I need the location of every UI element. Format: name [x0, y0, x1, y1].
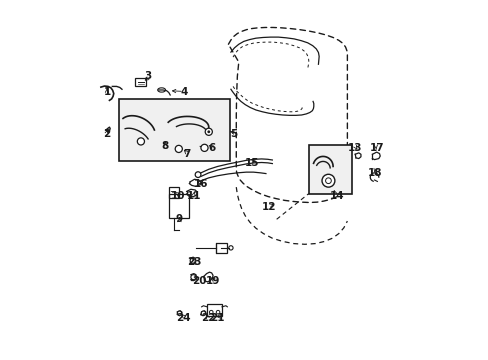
- Text: 16: 16: [193, 179, 208, 189]
- Text: 10: 10: [171, 191, 185, 201]
- Text: 3: 3: [144, 71, 151, 81]
- Circle shape: [205, 128, 212, 135]
- Bar: [168, 187, 179, 198]
- Circle shape: [137, 138, 144, 145]
- Text: 15: 15: [244, 158, 258, 168]
- Circle shape: [177, 311, 181, 315]
- Circle shape: [325, 178, 331, 184]
- Bar: [216, 243, 226, 253]
- Circle shape: [190, 258, 195, 263]
- Text: 19: 19: [205, 276, 220, 286]
- Text: 4: 4: [180, 87, 187, 98]
- Text: 23: 23: [187, 257, 202, 267]
- Circle shape: [195, 172, 201, 177]
- Text: 12: 12: [262, 202, 276, 212]
- Text: 5: 5: [230, 129, 237, 139]
- Text: 21: 21: [210, 312, 224, 323]
- Text: 9: 9: [176, 214, 183, 224]
- Bar: [135, 78, 145, 86]
- Circle shape: [190, 275, 196, 280]
- Text: 2: 2: [103, 129, 110, 139]
- Text: 13: 13: [347, 143, 362, 153]
- Circle shape: [201, 144, 207, 152]
- Circle shape: [175, 145, 182, 153]
- Text: 20: 20: [192, 276, 207, 286]
- Text: 6: 6: [207, 143, 215, 153]
- Text: 17: 17: [368, 143, 383, 153]
- Bar: [308, 145, 351, 194]
- Circle shape: [322, 174, 334, 187]
- Bar: [206, 304, 222, 316]
- Text: 1: 1: [103, 87, 110, 98]
- Circle shape: [201, 311, 205, 315]
- Bar: [119, 99, 230, 161]
- Text: 7: 7: [183, 149, 191, 159]
- Text: 22: 22: [201, 312, 215, 323]
- Bar: [169, 194, 189, 217]
- Circle shape: [207, 130, 210, 133]
- Text: 11: 11: [186, 191, 201, 201]
- Text: 8: 8: [161, 141, 168, 151]
- Text: 18: 18: [367, 168, 381, 178]
- Text: 24: 24: [176, 312, 191, 323]
- Text: 14: 14: [329, 191, 344, 201]
